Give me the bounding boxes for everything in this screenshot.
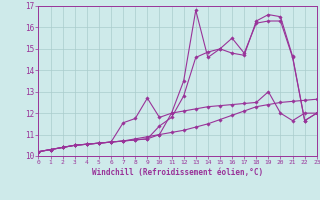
X-axis label: Windchill (Refroidissement éolien,°C): Windchill (Refroidissement éolien,°C) xyxy=(92,168,263,177)
